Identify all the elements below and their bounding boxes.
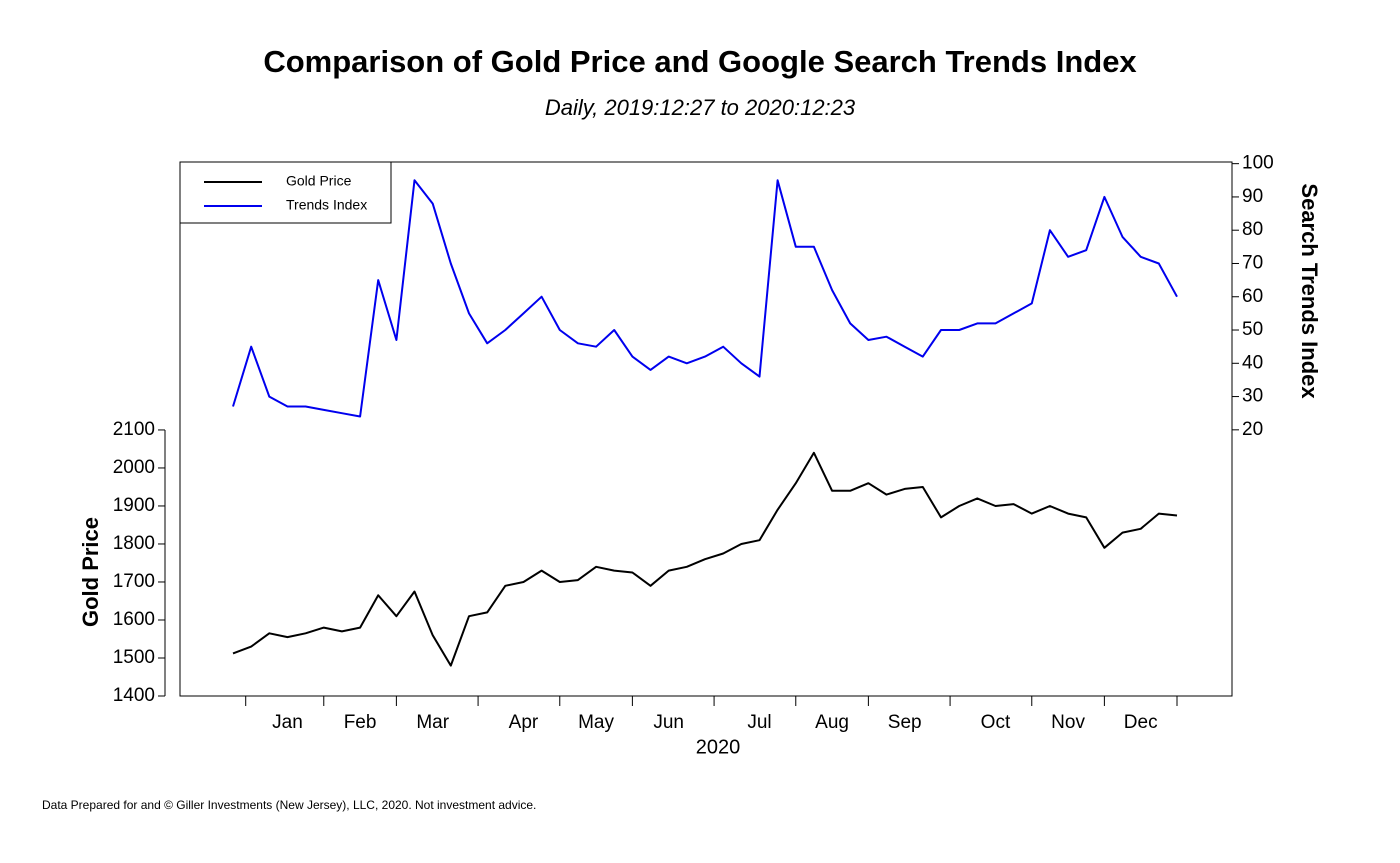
y-tick-label: 1500 [113, 647, 155, 668]
y-tick-label: 1900 [113, 495, 155, 516]
y-tick-label: 2100 [113, 419, 155, 440]
x-tick-label: Feb [344, 712, 377, 733]
plot-frame [179, 161, 1233, 697]
x-axis-label: 2020 [696, 736, 741, 758]
y-tick-label: 1400 [113, 685, 155, 706]
y2-tick-label: 50 [1242, 319, 1263, 340]
y2-tick-label: 40 [1242, 352, 1263, 373]
y-tick-label: 2000 [113, 457, 155, 478]
legend-label: Gold Price [286, 173, 352, 189]
x-tick-label: Dec [1124, 712, 1158, 733]
x-tick-label: Jun [653, 712, 684, 733]
y2-tick-label: 100 [1242, 153, 1274, 174]
y2-tick-label: 80 [1242, 219, 1263, 240]
x-tick-label: Jul [747, 712, 771, 733]
y2-axis-label: Search Trends Index [1297, 183, 1322, 399]
y-tick-label: 1700 [113, 571, 155, 592]
y-tick-label: 1600 [113, 609, 155, 630]
y2-tick-label: 90 [1242, 186, 1263, 207]
series-line [232, 179, 1178, 418]
legend-label: Trends Index [286, 197, 367, 213]
x-tick-label: Oct [981, 712, 1011, 733]
series-line [232, 451, 1178, 667]
legend-box [179, 161, 392, 224]
x-tick-label: Aug [815, 712, 849, 733]
y2-tick-label: 20 [1242, 419, 1263, 440]
x-tick-label: May [578, 712, 614, 733]
y2-tick-label: 30 [1242, 386, 1263, 407]
y-tick-label: 1800 [113, 533, 155, 554]
legend [179, 161, 392, 224]
x-tick-label: Jan [272, 712, 303, 733]
x-tick-label: Apr [509, 712, 539, 733]
chart-title: Comparison of Gold Price and Google Sear… [263, 44, 1137, 79]
y2-tick-label: 60 [1242, 286, 1263, 307]
footnote: Data Prepared for and © Giller Investmen… [42, 798, 536, 812]
x-tick-label: Mar [416, 712, 449, 733]
x-tick-label: Nov [1051, 712, 1085, 733]
y-axis-label: Gold Price [78, 517, 103, 627]
x-tick-label: Sep [888, 712, 922, 733]
y2-tick-label: 70 [1242, 252, 1263, 273]
chart-subtitle: Daily, 2019:12:27 to 2020:12:23 [545, 95, 856, 120]
